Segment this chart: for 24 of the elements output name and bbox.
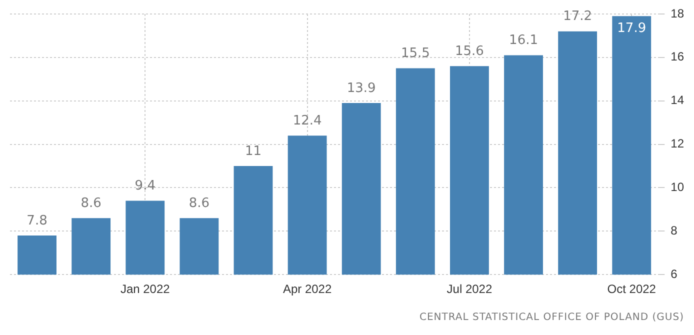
data-label: 11 [244, 144, 262, 159]
y-tick-label: 6 [670, 266, 678, 281]
data-label: 16.1 [509, 33, 538, 48]
x-tick-label: Jul 2022 [446, 282, 492, 296]
text: CENTRAL STATISTICAL OFFICE OF POLAND (GUS) [419, 312, 684, 323]
y-tick-label: 12 [670, 136, 684, 151]
x-tick-label: Oct 2022 [607, 282, 656, 296]
data-label: 13.9 [346, 80, 376, 96]
y-tick-label: 14 [670, 93, 684, 108]
data-label: 17.9 [617, 21, 646, 36]
data-label: 8.6 [80, 196, 102, 212]
data-label: 15.5 [400, 46, 430, 62]
data-label: 9.4 [134, 178, 156, 194]
y-tick-label: 10 [670, 180, 684, 194]
y-tick-label: 16 [670, 50, 684, 64]
data-label: 7.8 [26, 213, 48, 228]
data-label: 17.2 [563, 9, 592, 24]
y-tick-label: 18 [670, 6, 684, 20]
data-label: 8.6 [188, 196, 210, 212]
data-label: 15.6 [454, 44, 484, 59]
x-tick-label: Apr 2022 [282, 282, 332, 296]
data-label: 12.4 [292, 113, 322, 128]
y-tick-label: 8 [670, 223, 678, 238]
x-tick-label: Jan 2022 [120, 282, 170, 296]
